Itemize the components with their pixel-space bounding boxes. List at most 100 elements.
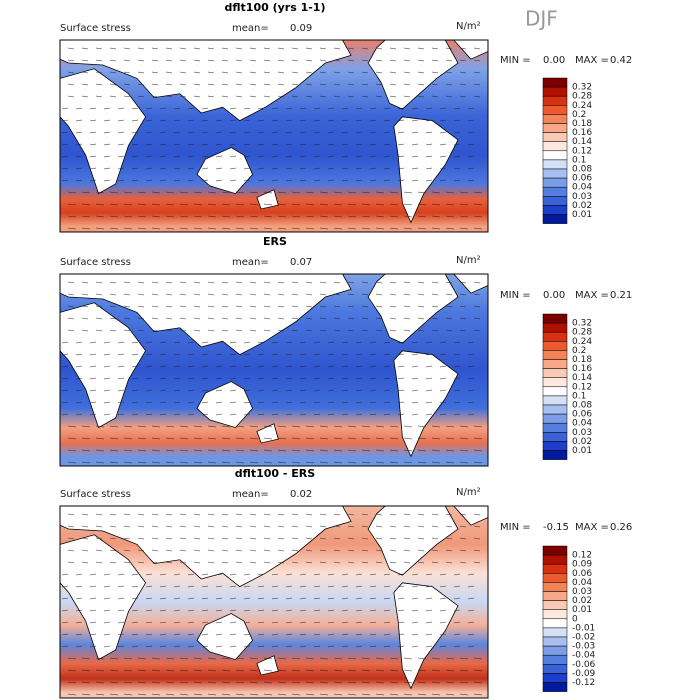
wind-arrow <box>123 425 133 428</box>
wind-arrow <box>103 401 111 404</box>
wind-arrow <box>439 155 447 158</box>
wind-arrow <box>137 693 147 696</box>
wind-arrow <box>299 413 307 416</box>
wind-arrow <box>179 425 189 428</box>
wind-arrow <box>257 633 265 636</box>
wind-arrow <box>291 537 299 540</box>
wind-arrow <box>375 281 383 284</box>
wind-arrow <box>243 341 251 344</box>
wind-arrow <box>137 449 147 452</box>
wind-arrow <box>221 59 229 62</box>
wind-arrow <box>417 95 425 98</box>
wind-arrow <box>131 353 139 356</box>
wind-arrow <box>221 305 229 308</box>
wind-arrow <box>389 525 397 528</box>
wind-arrow <box>403 329 411 332</box>
wind-arrow <box>453 401 461 404</box>
wind-arrow <box>221 317 229 320</box>
wind-arrow <box>347 47 355 50</box>
wind-arrow <box>285 585 293 588</box>
wind-arrow <box>375 203 385 206</box>
wind-arrow <box>299 353 307 356</box>
panel-title: ERS <box>263 235 287 248</box>
wind-arrow <box>397 143 405 146</box>
wind-arrow <box>151 425 161 428</box>
wind-arrow <box>187 143 195 146</box>
wind-arrow <box>369 401 377 404</box>
wind-arrow <box>263 461 273 464</box>
wind-arrow <box>271 621 279 624</box>
wind-arrow <box>397 341 405 344</box>
wind-arrow <box>257 597 265 600</box>
wind-arrow <box>305 317 313 320</box>
wind-arrow <box>221 693 231 696</box>
wind-arrow <box>61 143 69 146</box>
wind-arrow <box>165 329 173 332</box>
wind-arrow <box>67 203 77 206</box>
wind-arrow <box>215 341 223 344</box>
wind-arrow <box>411 645 419 648</box>
wind-arrow <box>123 693 133 696</box>
wind-arrow <box>445 437 455 440</box>
wind-arrow <box>67 693 77 696</box>
wind-arrow <box>319 513 327 516</box>
wind-arrow <box>179 681 189 684</box>
wind-arrow <box>425 597 433 600</box>
wind-arrow <box>165 669 175 672</box>
wind-arrow <box>221 513 229 516</box>
wind-arrow <box>201 143 209 146</box>
wind-arrow <box>299 107 307 110</box>
wind-arrow <box>109 47 117 50</box>
wind-arrow <box>249 657 259 660</box>
wind-arrow <box>165 47 173 50</box>
colorbar-swatch <box>542 554 568 565</box>
wind-arrow <box>193 203 203 206</box>
wind-arrow <box>179 669 189 672</box>
wind-arrow <box>277 657 287 660</box>
wind-arrow <box>361 525 369 528</box>
wind-arrow <box>81 47 89 50</box>
wind-arrow <box>173 389 181 392</box>
wind-arrow <box>431 561 439 564</box>
colorbar-label: 0.24 <box>572 337 592 347</box>
wind-arrow <box>229 609 237 612</box>
wind-arrow <box>369 377 377 380</box>
colorbar-label: 0 <box>572 614 578 624</box>
wind-arrow <box>389 425 399 428</box>
wind-arrow <box>131 621 139 624</box>
wind-arrow <box>319 561 327 564</box>
wind-arrow <box>215 413 223 416</box>
wind-arrow <box>361 549 369 552</box>
wind-arrow <box>291 425 301 428</box>
wind-arrow <box>375 437 385 440</box>
wind-arrow <box>425 107 433 110</box>
wind-arrow <box>327 609 335 612</box>
wind-arrow <box>439 413 447 416</box>
wind-arrow <box>473 561 481 564</box>
wind-arrow <box>179 513 187 516</box>
wind-arrow <box>291 59 299 62</box>
wind-arrow <box>151 561 159 564</box>
wind-arrow <box>411 341 419 344</box>
wind-arrow <box>131 633 139 636</box>
wind-arrow <box>201 413 209 416</box>
wind-arrow <box>117 621 125 624</box>
wind-arrow <box>109 191 119 194</box>
wind-arrow <box>249 47 257 50</box>
wind-arrow <box>319 669 329 672</box>
wind-arrow <box>103 585 111 588</box>
wind-arrow <box>207 227 217 230</box>
wind-arrow <box>207 537 215 540</box>
wind-arrow <box>361 693 371 696</box>
wind-arrow <box>109 71 117 74</box>
wind-arrow <box>207 329 215 332</box>
wind-arrow <box>249 215 259 218</box>
wind-arrow <box>187 389 195 392</box>
wind-arrow <box>145 143 153 146</box>
wind-arrow <box>215 365 223 368</box>
wind-arrow <box>257 107 265 110</box>
wind-arrow <box>277 537 285 540</box>
wind-arrow <box>89 401 97 404</box>
colorbar-label: 0.04 <box>572 578 592 588</box>
colorbar-swatch <box>542 205 568 215</box>
